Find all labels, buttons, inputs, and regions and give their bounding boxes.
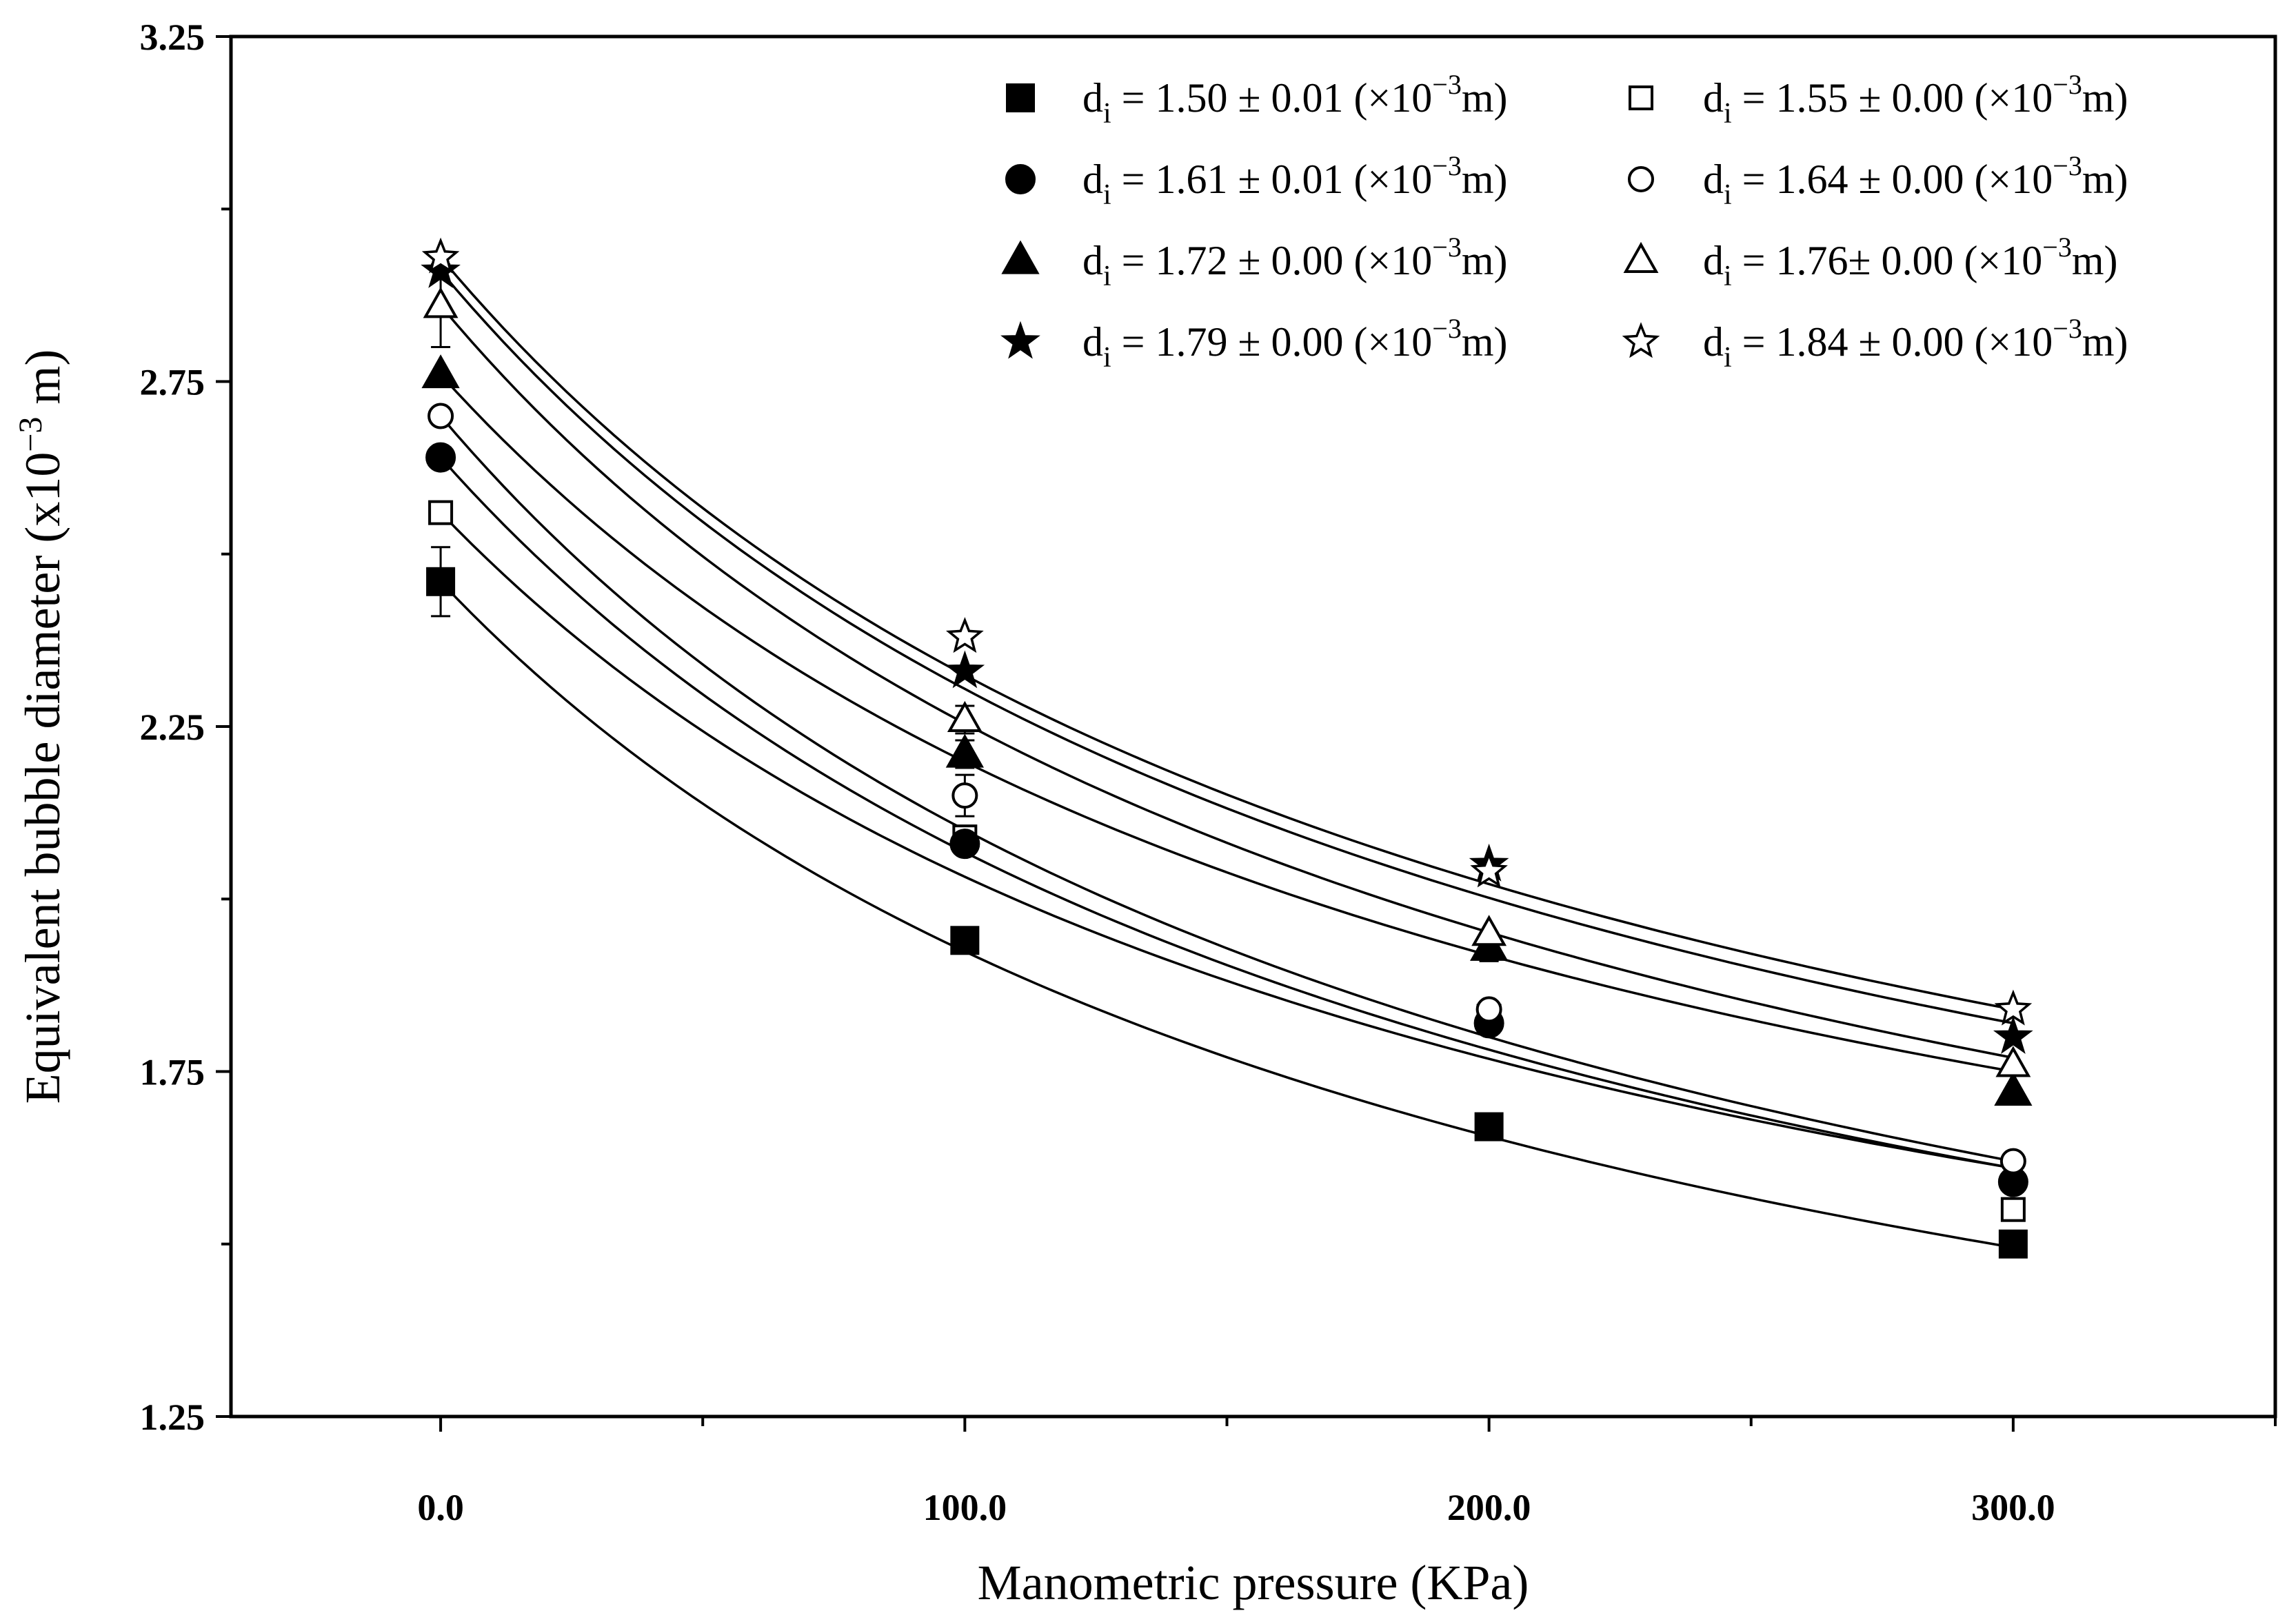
legend-item-1.55: di = 1.55 ± 0.00 (×10−3m) — [1629, 69, 2128, 130]
data-point-1.72 — [421, 354, 460, 389]
fit-curves — [439, 256, 2014, 1249]
data-point-1.84 — [1470, 851, 1508, 888]
data-point-1.76 — [1995, 1046, 2031, 1077]
fit-curve-1.64 — [439, 415, 2014, 1163]
y-tick-label: 2.75 — [140, 362, 205, 403]
legend-marker-1.72 — [1001, 240, 1040, 274]
y-tick-label: 1.75 — [140, 1052, 205, 1093]
legend-label-1.79: di = 1.79 ± 0.00 (×10−3m) — [1082, 313, 1507, 374]
legend-label-1.84: di = 1.84 ± 0.00 (×10−3m) — [1703, 313, 2128, 374]
fit-curve-1.50 — [439, 580, 2014, 1249]
data-point-1.84 — [421, 237, 460, 274]
legend-label-1.50: di = 1.50 ± 0.01 (×10−3m) — [1082, 69, 1507, 130]
data-point-1.84 — [945, 617, 984, 653]
data-point-1.61 — [425, 442, 456, 473]
legend-item-1.84: di = 1.84 ± 0.00 (×10−3m) — [1622, 313, 2128, 374]
legend-item-1.79: di = 1.79 ± 0.00 (×10−3m) — [1000, 313, 1507, 374]
fit-curve-1.72 — [439, 374, 2014, 1073]
x-axis-title: Manometric pressure (KPa) — [978, 1555, 1529, 1610]
data-point-1.76 — [423, 287, 459, 318]
x-tick-label: 100.0 — [923, 1487, 1007, 1528]
data-point-1.50 — [426, 567, 456, 596]
data-point-1.64 — [1999, 1148, 2026, 1175]
legend-label-1.55: di = 1.55 ± 0.00 (×10−3m) — [1703, 69, 2128, 130]
fit-curve-1.61 — [439, 456, 2014, 1170]
legend-label-1.72: di = 1.72 ± 0.00 (×10−3m) — [1082, 232, 1507, 292]
data-point-1.72 — [945, 733, 984, 768]
x-tick-label: 300.0 — [1971, 1487, 2055, 1528]
legend-item-1.50: di = 1.50 ± 0.01 (×10−3m) — [1006, 69, 1507, 130]
data-point-1.76 — [1471, 915, 1507, 946]
legend-item-1.72: di = 1.72 ± 0.00 (×10−3m) — [1001, 232, 1507, 292]
x-tick-label: 0.0 — [417, 1487, 464, 1528]
legend-marker-1.84 — [1622, 322, 1660, 358]
x-tick-label: 200.0 — [1447, 1487, 1531, 1528]
y-tick-label: 1.25 — [140, 1397, 205, 1438]
legend-marker-1.64 — [1628, 166, 1654, 192]
data-point-1.79 — [945, 650, 985, 689]
y-tick-label: 3.25 — [140, 17, 205, 58]
fit-curve-1.55 — [439, 511, 2014, 1170]
legend-label-1.61: di = 1.61 ± 0.01 (×10−3m) — [1082, 150, 1507, 211]
legend-marker-1.55 — [1629, 85, 1653, 110]
y-tick-label: 2.25 — [140, 707, 205, 748]
legend-marker-1.79 — [1000, 321, 1040, 359]
legend-marker-1.61 — [1005, 164, 1036, 194]
data-point-1.84 — [1994, 989, 2033, 1026]
data-point-1.50 — [1474, 1112, 1504, 1141]
data-point-1.72 — [1994, 1072, 2033, 1106]
fit-curve-1.79 — [439, 270, 2014, 1025]
data-point-1.50 — [950, 926, 980, 955]
legend-item-1.76: di = 1.76± 0.00 (×10−3m) — [1623, 232, 2117, 292]
legend-label-1.76: di = 1.76± 0.00 (×10−3m) — [1703, 232, 2117, 292]
data-point-1.79 — [421, 250, 461, 288]
data-point-1.79 — [1993, 1016, 2033, 1055]
fit-curve-1.84 — [439, 256, 2014, 1011]
legend-label-1.64: di = 1.64 ± 0.00 (×10−3m) — [1703, 150, 2128, 211]
data-point-1.64 — [1475, 996, 1502, 1023]
legend-item-1.61: di = 1.61 ± 0.01 (×10−3m) — [1005, 150, 1507, 211]
data-point-1.55 — [428, 500, 454, 525]
data-point-1.55 — [2000, 1197, 2026, 1222]
axes: 0.0 100.0 200.0 300.0 1.25 1.75 2.25 2.75 3.25 Ma… — [12, 17, 2277, 1610]
legend-marker-1.76 — [1623, 241, 1659, 273]
data-point-1.76 — [947, 700, 983, 732]
y-axis-title: Equivalent bubble diameter (x10−3 m) — [12, 349, 70, 1104]
data-point-1.61 — [949, 829, 980, 860]
legend: di = 1.50 ± 0.01 (×10−3m) di = 1.55 ± 0.0… — [1000, 69, 2128, 374]
data-markers — [421, 237, 2033, 1259]
legend-item-1.64: di = 1.64 ± 0.00 (×10−3m) — [1628, 150, 2128, 211]
fit-curve-1.76 — [439, 305, 2014, 1059]
legend-marker-1.50 — [1006, 83, 1035, 112]
data-point-1.50 — [1998, 1229, 2028, 1259]
data-point-1.64 — [427, 403, 454, 429]
data-point-1.64 — [951, 782, 978, 809]
